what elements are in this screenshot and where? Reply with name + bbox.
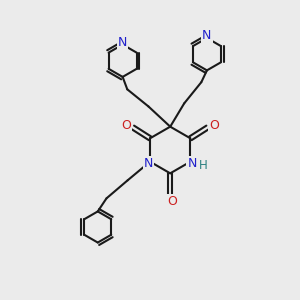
Text: N: N [202, 29, 212, 42]
Text: N: N [187, 157, 197, 170]
Text: O: O [121, 119, 131, 132]
Text: N: N [144, 157, 153, 170]
Text: H: H [199, 159, 208, 172]
Text: O: O [167, 195, 177, 208]
Text: N: N [118, 36, 127, 49]
Text: O: O [209, 119, 219, 132]
